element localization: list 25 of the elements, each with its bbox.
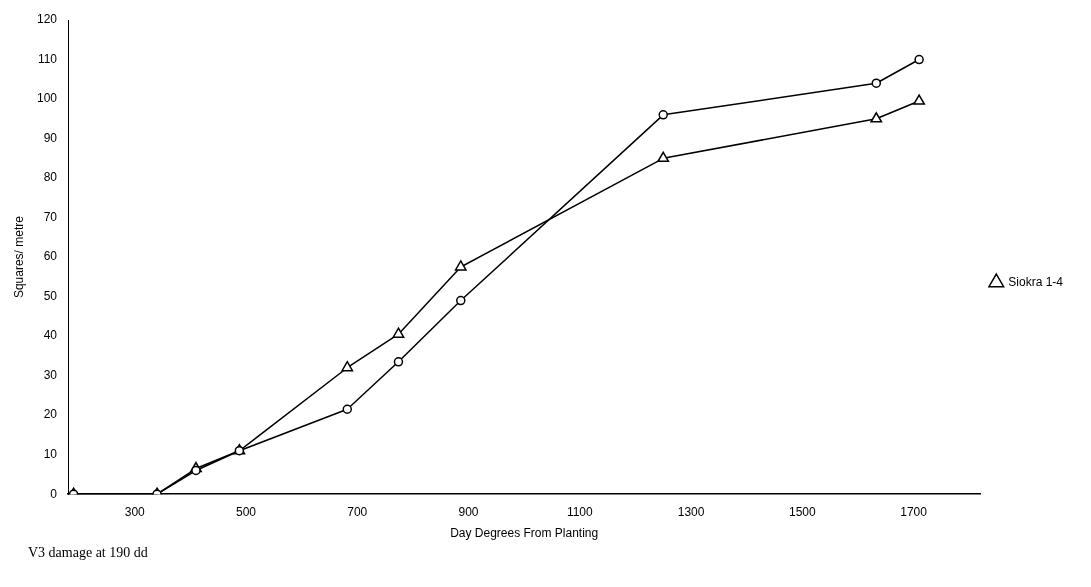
y-tick-label: 70	[43, 209, 58, 224]
text: V3 damage at 190 dd	[28, 545, 149, 561]
y-tick-label: 110	[37, 51, 58, 66]
x-tick-label: 700	[347, 504, 368, 519]
y-tick-label: 10	[43, 447, 58, 461]
y-tick-label: 50	[43, 288, 58, 303]
x-tick-label: 1100	[566, 504, 594, 519]
y-tick-label: 90	[43, 130, 58, 145]
y-tick-label: 80	[43, 170, 58, 185]
x-tick-label: 1700	[900, 504, 928, 519]
y-tick-label: 60	[43, 249, 58, 264]
x-tick-label: 500	[236, 504, 257, 519]
y-tick-label: 20	[43, 407, 58, 422]
legend-label: Siokra 1-4	[1008, 274, 1064, 289]
x-tick-label: 300	[124, 504, 146, 519]
x-tick-label: 1300	[677, 504, 705, 519]
y-tick-label: 40	[43, 328, 58, 343]
y-tick-label: 30	[43, 367, 58, 382]
y-tick-label: 100	[36, 91, 58, 106]
x-axis-title: Day Degrees From Planting	[450, 526, 599, 541]
y-tick-label: 0	[50, 486, 58, 501]
y-axis-title: Squares/ metre	[12, 215, 27, 299]
x-tick-label: 900	[458, 504, 479, 519]
y-tick-label: 120	[36, 12, 58, 27]
x-tick-label: 1500	[788, 504, 816, 519]
